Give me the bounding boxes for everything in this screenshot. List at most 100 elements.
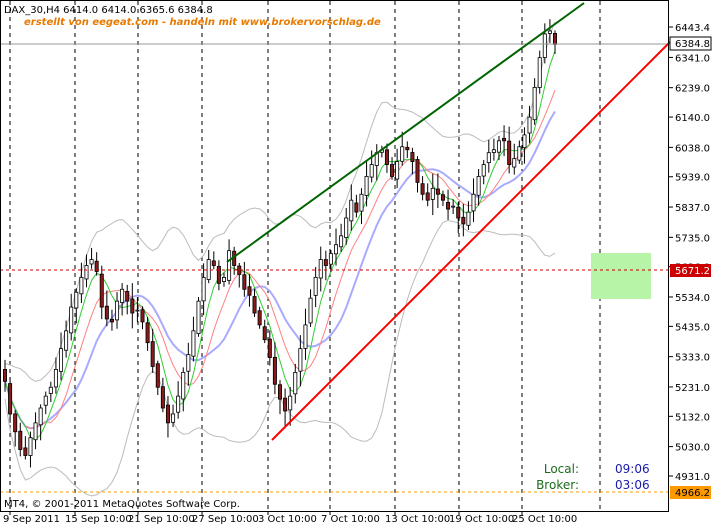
candle <box>18 422 23 457</box>
candle <box>140 306 145 330</box>
candle <box>512 143 517 175</box>
candle <box>23 436 28 460</box>
lower-channel-line[interactable] <box>271 41 671 441</box>
candle <box>542 23 547 64</box>
candle <box>69 293 74 341</box>
candle <box>247 274 252 307</box>
candle <box>415 156 420 193</box>
candle <box>53 357 58 394</box>
candle <box>466 201 471 231</box>
x-tick-label: 15 Sep 10:00 <box>65 514 132 525</box>
symbol-header: DAX_30,H4 6414.0 6414.0 6365.6 6384.8 <box>4 5 213 16</box>
candle <box>395 148 400 189</box>
candle <box>79 262 84 304</box>
candle <box>496 135 501 161</box>
candle <box>267 330 272 366</box>
candle <box>8 377 13 423</box>
candle <box>298 335 303 387</box>
y-tick-label: 6038.0 <box>675 143 710 154</box>
broker-time-value: 03:06 <box>615 478 650 492</box>
candle <box>446 189 451 220</box>
y-tick-label: 5030.0 <box>675 443 710 454</box>
candle <box>191 316 196 362</box>
candle <box>89 247 94 269</box>
candle <box>125 284 130 315</box>
candle <box>216 260 221 291</box>
candle <box>84 254 89 288</box>
candle <box>491 138 496 161</box>
x-tick-label: 3 Oct 10:00 <box>258 514 317 525</box>
current-price-label: 6384.8 <box>675 39 710 50</box>
candle <box>277 380 282 415</box>
candle <box>272 342 277 395</box>
candle <box>339 223 344 253</box>
y-tick-label: 6140.0 <box>675 113 710 124</box>
y-tick-label: 6443.4 <box>675 23 710 34</box>
x-tick-label: 7 Oct 10:00 <box>321 514 380 525</box>
candle <box>165 396 170 438</box>
candle <box>318 246 323 292</box>
candle <box>288 387 293 426</box>
candle <box>74 288 79 324</box>
candle <box>43 391 48 415</box>
y-tick-label: 6341.0 <box>675 53 710 64</box>
candle <box>201 263 206 316</box>
x-tick-label: 27 Sep 10:00 <box>192 514 259 525</box>
candle <box>252 288 257 318</box>
candle <box>349 184 354 231</box>
candle <box>130 283 135 329</box>
candle <box>28 431 33 468</box>
candle <box>390 157 395 180</box>
y-tick-label: 5231.0 <box>675 383 710 394</box>
candle <box>257 306 262 329</box>
candle <box>150 328 155 373</box>
candle <box>486 139 491 173</box>
candle <box>440 190 445 206</box>
candle <box>435 173 440 208</box>
candle <box>451 199 456 215</box>
candle <box>196 297 201 337</box>
candle <box>405 141 410 158</box>
level-price-label: 5671.2 <box>675 266 710 277</box>
local-time-value: 09:06 <box>615 462 650 476</box>
low-price-label: 4966.2 <box>675 488 710 499</box>
x-tick-label: 21 Sep 10:00 <box>128 514 195 525</box>
copyright-text: MT4, © 2001-2011 MetaQuotes Software Cor… <box>4 499 240 510</box>
candle <box>532 78 537 125</box>
y-tick-label: 5735.0 <box>675 233 710 244</box>
candle <box>48 381 53 403</box>
y-tick-label: 6239.0 <box>675 84 710 95</box>
y-tick-label: 5939.0 <box>675 173 710 184</box>
y-tick-label: 5534.0 <box>675 293 710 304</box>
candle <box>160 377 165 413</box>
broker-time-label: Broker: <box>536 478 579 492</box>
candle <box>527 105 532 144</box>
local-time-label: Local: <box>544 462 579 476</box>
candlestick-series <box>3 19 558 468</box>
candle <box>99 265 104 320</box>
upper-channel-line[interactable] <box>226 2 585 263</box>
candle <box>430 173 435 216</box>
candle <box>120 283 125 316</box>
y-tick-label: 5132.0 <box>675 412 710 423</box>
candle <box>384 143 389 173</box>
candle <box>227 239 232 285</box>
current-price-tag: 6384.8 <box>669 36 712 51</box>
level-price-tag: 5671.2 <box>670 264 711 277</box>
candle <box>38 404 43 441</box>
candle <box>461 203 466 237</box>
candle <box>33 412 38 450</box>
x-tick-label: 9 Sep 2011 <box>3 514 60 525</box>
y-tick-label: 5333.0 <box>675 353 710 364</box>
candle <box>303 308 308 360</box>
candle <box>507 126 512 174</box>
candle <box>400 131 405 166</box>
candle <box>328 249 333 273</box>
y-tick-label: 4931.0 <box>675 472 710 483</box>
candle <box>104 290 109 327</box>
candle <box>109 309 114 331</box>
candle <box>94 252 99 276</box>
candle <box>13 409 18 447</box>
